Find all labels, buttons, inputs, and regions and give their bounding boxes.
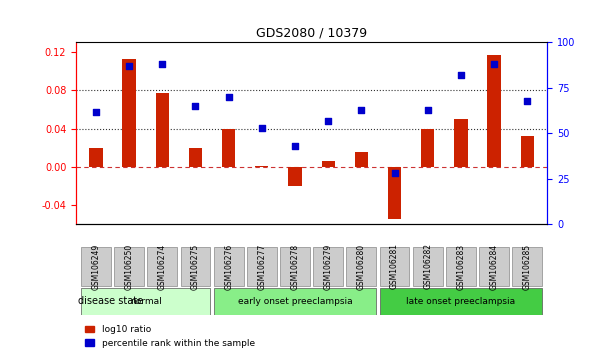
FancyBboxPatch shape: [114, 247, 144, 286]
Title: GDS2080 / 10379: GDS2080 / 10379: [256, 27, 367, 40]
FancyBboxPatch shape: [213, 288, 376, 315]
FancyBboxPatch shape: [446, 247, 476, 286]
Bar: [288, 167, 302, 186]
Bar: [156, 93, 169, 167]
FancyBboxPatch shape: [413, 247, 443, 286]
Text: GSM106250: GSM106250: [125, 243, 134, 290]
Bar: [388, 167, 401, 219]
Bar: [122, 59, 136, 167]
FancyBboxPatch shape: [513, 247, 542, 286]
Point: [257, 125, 267, 131]
Point: [91, 109, 101, 114]
Point: [323, 118, 333, 124]
Text: early onset preeclampsia: early onset preeclampsia: [238, 297, 352, 306]
Legend: log10 ratio, percentile rank within the sample: log10 ratio, percentile rank within the …: [83, 323, 257, 349]
Bar: [520, 136, 534, 167]
FancyBboxPatch shape: [280, 247, 310, 286]
FancyBboxPatch shape: [181, 247, 210, 286]
FancyBboxPatch shape: [147, 247, 177, 286]
Point: [224, 94, 233, 100]
Bar: [189, 148, 202, 167]
Text: GSM106275: GSM106275: [191, 243, 200, 290]
Text: GSM106278: GSM106278: [291, 244, 300, 290]
Text: normal: normal: [130, 297, 162, 306]
Bar: [222, 129, 235, 167]
FancyBboxPatch shape: [213, 247, 244, 286]
Point: [423, 107, 433, 113]
Bar: [89, 148, 103, 167]
Point: [290, 143, 300, 149]
Point: [456, 72, 466, 78]
Text: GSM106279: GSM106279: [323, 243, 333, 290]
Text: GSM106276: GSM106276: [224, 243, 233, 290]
FancyBboxPatch shape: [479, 247, 509, 286]
Point: [157, 62, 167, 67]
Bar: [354, 153, 368, 167]
Point: [390, 171, 399, 176]
Text: GSM106282: GSM106282: [423, 244, 432, 290]
FancyBboxPatch shape: [81, 247, 111, 286]
Text: GSM106283: GSM106283: [457, 244, 465, 290]
FancyBboxPatch shape: [81, 288, 210, 315]
Point: [124, 63, 134, 69]
Text: GSM106280: GSM106280: [357, 244, 366, 290]
Text: GSM106274: GSM106274: [158, 243, 167, 290]
Text: GSM106281: GSM106281: [390, 244, 399, 290]
Text: GSM106285: GSM106285: [523, 244, 532, 290]
Text: disease state: disease state: [78, 296, 143, 307]
Bar: [421, 129, 434, 167]
FancyBboxPatch shape: [247, 247, 277, 286]
Text: GSM106277: GSM106277: [257, 243, 266, 290]
Point: [356, 107, 366, 113]
FancyBboxPatch shape: [347, 247, 376, 286]
Bar: [454, 119, 468, 167]
Bar: [255, 166, 269, 167]
Text: GSM106249: GSM106249: [91, 243, 100, 290]
Text: late onset preeclampsia: late onset preeclampsia: [406, 297, 516, 306]
Point: [190, 103, 200, 109]
Bar: [488, 55, 501, 167]
Text: GSM106284: GSM106284: [489, 244, 499, 290]
FancyBboxPatch shape: [379, 288, 542, 315]
FancyBboxPatch shape: [379, 247, 410, 286]
Point: [522, 98, 532, 103]
Point: [489, 62, 499, 67]
FancyBboxPatch shape: [313, 247, 343, 286]
Bar: [322, 161, 335, 167]
